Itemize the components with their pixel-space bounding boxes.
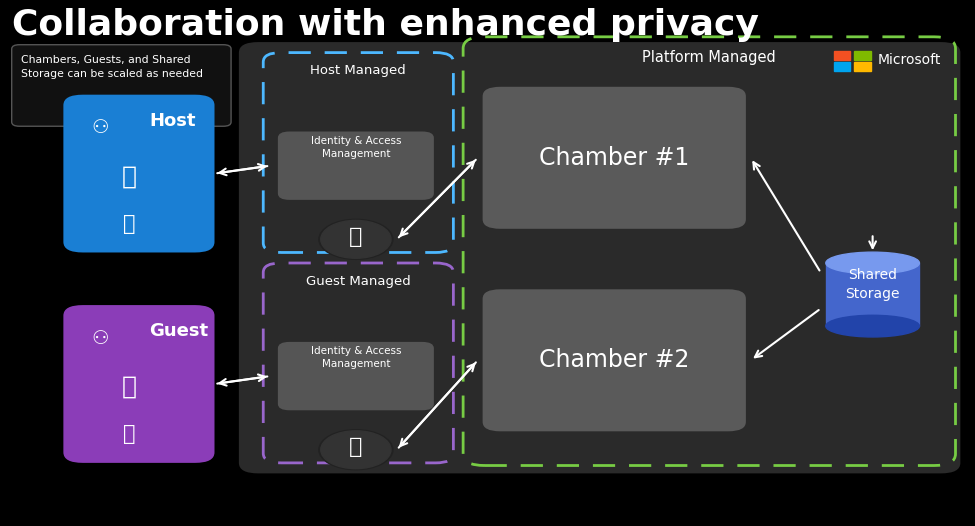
- Text: ⚇: ⚇: [92, 329, 109, 348]
- FancyBboxPatch shape: [12, 45, 231, 126]
- Text: Chambers, Guests, and Shared
Storage can be scaled as needed: Chambers, Guests, and Shared Storage can…: [21, 55, 204, 79]
- Text: 🔒: 🔒: [349, 437, 363, 457]
- Circle shape: [319, 219, 393, 259]
- FancyBboxPatch shape: [63, 95, 214, 252]
- Text: Microsoft: Microsoft: [878, 54, 941, 67]
- Bar: [854, 62, 871, 71]
- Circle shape: [321, 431, 391, 469]
- Text: Platform Managed: Platform Managed: [643, 50, 776, 65]
- Bar: [834, 62, 850, 71]
- Circle shape: [319, 430, 393, 470]
- Text: Chamber #1: Chamber #1: [539, 146, 689, 170]
- FancyBboxPatch shape: [239, 42, 960, 473]
- Text: ⚇: ⚇: [92, 118, 109, 137]
- Bar: [854, 51, 871, 60]
- Ellipse shape: [826, 315, 919, 337]
- FancyBboxPatch shape: [63, 305, 214, 463]
- Bar: [834, 51, 850, 60]
- Text: 🖥: 🖥: [122, 164, 136, 188]
- Circle shape: [321, 220, 391, 258]
- Text: 🖨: 🖨: [123, 214, 136, 234]
- FancyBboxPatch shape: [278, 342, 434, 410]
- Text: Host Managed: Host Managed: [310, 64, 407, 77]
- Text: Identity & Access
Management: Identity & Access Management: [311, 136, 401, 159]
- Text: Host: Host: [149, 112, 196, 129]
- Text: Guest Managed: Guest Managed: [306, 275, 410, 288]
- Text: 🖥: 🖥: [122, 375, 136, 399]
- Text: 🔒: 🔒: [349, 227, 363, 247]
- Text: Guest: Guest: [149, 322, 209, 340]
- FancyBboxPatch shape: [483, 87, 746, 229]
- Text: 🖨: 🖨: [123, 424, 136, 444]
- FancyBboxPatch shape: [483, 289, 746, 431]
- Text: Shared
Storage: Shared Storage: [845, 268, 900, 301]
- Text: Collaboration with enhanced privacy: Collaboration with enhanced privacy: [12, 8, 759, 42]
- FancyBboxPatch shape: [278, 132, 434, 200]
- Ellipse shape: [826, 252, 919, 274]
- Text: Identity & Access
Management: Identity & Access Management: [311, 346, 401, 369]
- Text: Chamber #2: Chamber #2: [539, 348, 689, 372]
- Bar: [826, 263, 919, 326]
